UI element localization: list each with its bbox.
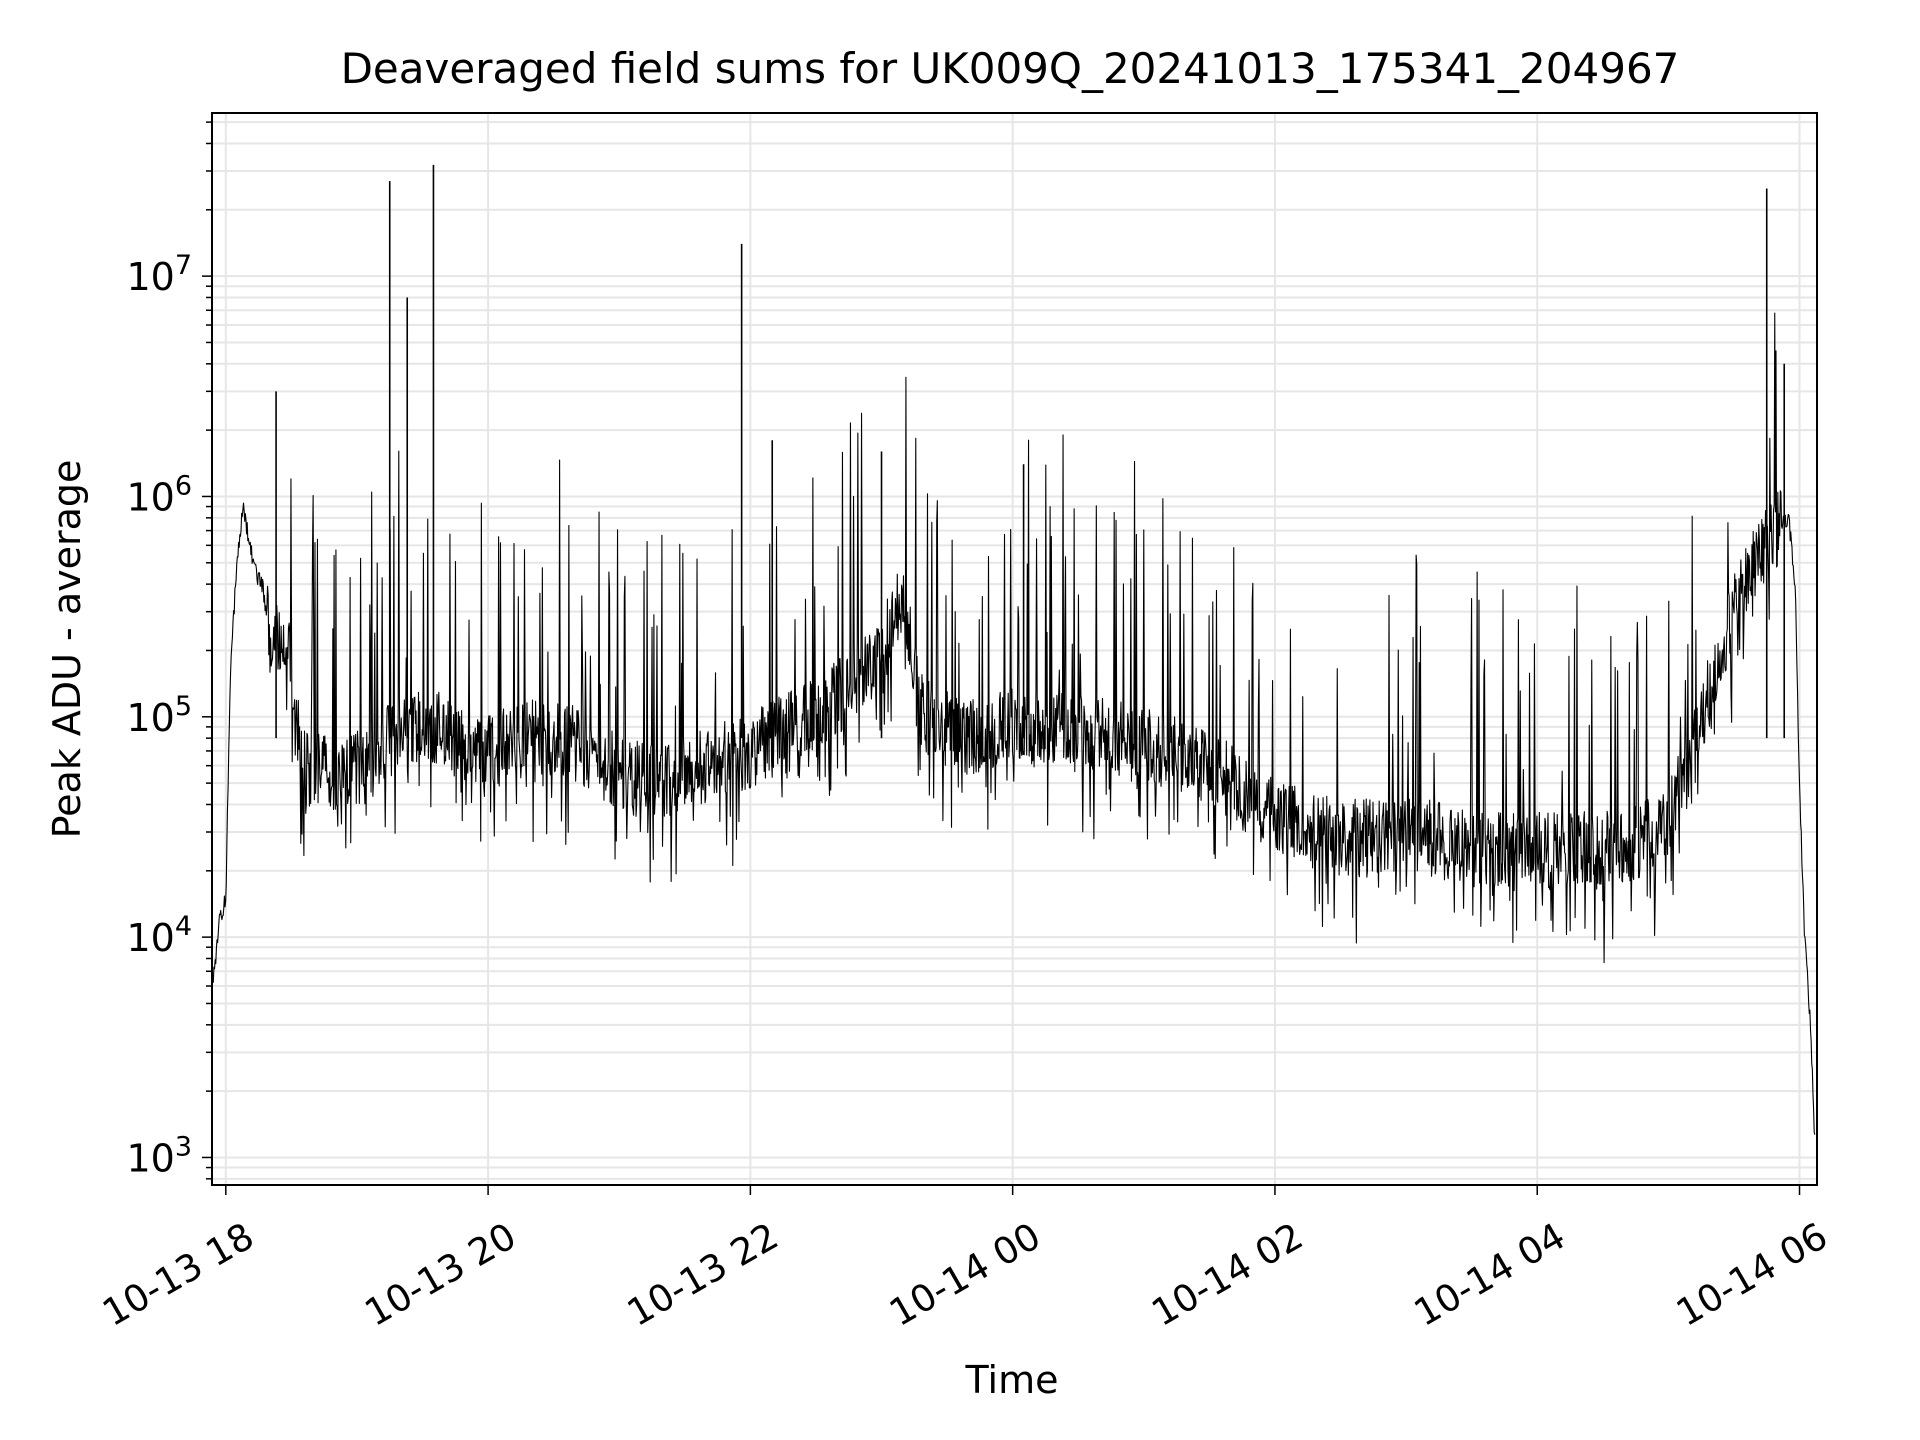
plot-frame <box>211 112 1818 1186</box>
y-tick-label: 104 <box>126 911 192 960</box>
x-axis-label: Time <box>965 1358 1059 1402</box>
data-series-line <box>212 312 1816 1135</box>
x-tick-label: 10-13 18 <box>95 1214 261 1334</box>
data-line-layer <box>212 164 1816 1135</box>
y-tick-label: 103 <box>126 1131 192 1180</box>
x-tick-label: 10-14 06 <box>1669 1214 1835 1334</box>
grid-lines <box>212 113 1817 1185</box>
chart-title: Deaveraged field sums for UK009Q_2024101… <box>341 44 1680 93</box>
x-tick-label: 10-13 22 <box>620 1214 786 1334</box>
y-tick-label: 106 <box>126 470 192 519</box>
y-axis-label: Peak ADU - average <box>45 460 89 839</box>
y-tick-label: 105 <box>126 691 192 740</box>
x-tick-label: 10-14 02 <box>1145 1214 1311 1334</box>
y-tick-label: 107 <box>126 250 192 299</box>
x-tick-label: 10-14 00 <box>882 1214 1048 1334</box>
x-tick-label: 10-13 20 <box>358 1214 524 1334</box>
x-tick-label: 10-14 04 <box>1407 1214 1573 1334</box>
